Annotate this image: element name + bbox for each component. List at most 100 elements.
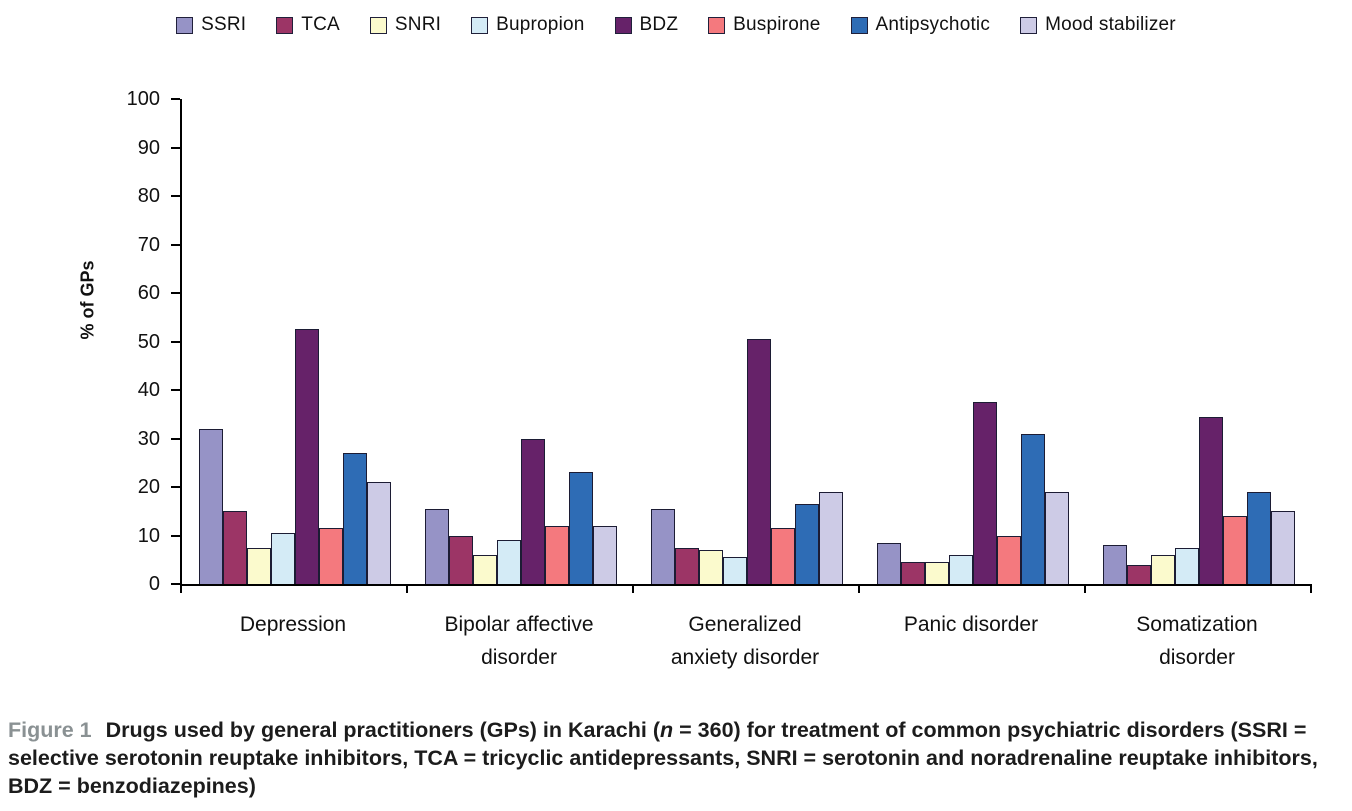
bar-ssri xyxy=(877,542,901,584)
bar-snri xyxy=(247,547,271,584)
bar-bupropion xyxy=(949,554,973,584)
y-axis-tick-label: 30 xyxy=(137,427,160,450)
bar-snri xyxy=(473,554,497,584)
x-axis-tick xyxy=(1310,584,1312,593)
bar-bdz xyxy=(295,329,319,584)
bar-group-bipolar-affective-disorder xyxy=(408,99,634,584)
x-axis-tick xyxy=(180,584,182,593)
bar-bupropion xyxy=(497,540,521,584)
bar-antipsychotic xyxy=(1247,491,1271,584)
x-axis-category-label-line: Panic disorder xyxy=(903,613,1039,636)
legend-label: BDZ xyxy=(639,14,679,35)
bar-antipsychotic xyxy=(1021,433,1045,584)
bar-ssri xyxy=(651,508,675,584)
bar-mood-stabilizer xyxy=(819,491,843,584)
legend-item-antipsychotic: Antipsychotic xyxy=(850,14,991,36)
x-axis-category-label-line: Depression xyxy=(239,613,347,636)
bar-group-generalized-anxiety-disorder xyxy=(634,99,860,584)
legend-swatch-icon xyxy=(176,16,194,34)
y-axis-tick xyxy=(171,243,180,246)
bar-bupropion xyxy=(723,557,747,584)
legend-label: Mood stabilizer xyxy=(1045,14,1176,35)
bar-snri xyxy=(1151,554,1175,584)
legend-item-ssri: SSRI xyxy=(176,14,246,36)
x-axis-category-label-line: Generalized xyxy=(688,613,802,636)
bar-bdz xyxy=(747,339,771,584)
y-axis-tick xyxy=(171,486,180,488)
legend-item-bupropion: Bupropion xyxy=(471,14,584,36)
x-axis-category-label: Depression xyxy=(180,608,406,641)
legend-item-snri: SNRI xyxy=(369,14,442,36)
x-axis-category-label-line: disorder xyxy=(481,646,557,669)
legend-label: TCA xyxy=(301,14,340,35)
legend-swatch-icon xyxy=(708,16,726,34)
bar-snri xyxy=(699,550,723,584)
y-axis-tick xyxy=(171,583,180,585)
legend-label: Buspirone xyxy=(733,14,821,35)
y-axis-tick xyxy=(171,534,180,537)
legend-item-mood-stabilizer: Mood stabilizer xyxy=(1020,14,1176,36)
figure-caption-text-1: Drugs used by general practitioners (GPs… xyxy=(105,718,661,742)
y-axis-tick xyxy=(171,389,180,391)
legend-swatch-icon xyxy=(614,16,632,34)
bar-mood-stabilizer xyxy=(367,482,391,584)
x-axis-tick xyxy=(1084,584,1086,593)
y-axis-tick-label: 80 xyxy=(137,185,160,207)
bar-antipsychotic xyxy=(569,472,593,584)
figure-caption-n: n xyxy=(660,718,674,742)
bar-group-somatization-disorder xyxy=(1086,99,1312,584)
bar-bdz xyxy=(973,402,997,584)
y-axis-tick-label: 100 xyxy=(126,88,160,110)
legend-item-buspirone: Buspirone xyxy=(708,14,820,36)
bar-group-panic-disorder xyxy=(860,99,1086,584)
x-axis-tick xyxy=(858,584,860,593)
legend-label: SSRI xyxy=(201,14,247,35)
bar-snri xyxy=(925,562,949,584)
y-axis-tick-label: 90 xyxy=(137,136,160,159)
legend-swatch-icon xyxy=(369,16,387,34)
legend-swatch-icon xyxy=(850,16,868,34)
bar-mood-stabilizer xyxy=(593,525,617,584)
x-axis-tick xyxy=(406,584,408,593)
legend-item-tca: TCA xyxy=(276,14,340,36)
legend-swatch-icon xyxy=(471,16,489,34)
x-axis-tick xyxy=(632,584,634,593)
bar-bdz xyxy=(521,438,545,584)
bar-bupropion xyxy=(1175,547,1199,584)
bar-group-depression xyxy=(182,99,408,584)
y-axis-tick xyxy=(171,292,180,294)
bar-ssri xyxy=(425,508,449,584)
bar-buspirone xyxy=(771,528,795,584)
bar-buspirone xyxy=(1223,516,1247,584)
bar-buspirone xyxy=(997,535,1021,584)
legend-label: Antipsychotic xyxy=(875,14,991,35)
bar-buspirone xyxy=(545,525,569,584)
figure-caption: Figure 1 Drugs used by general practition… xyxy=(8,716,1348,800)
y-axis-tick xyxy=(171,146,180,149)
y-axis-tick-label: 70 xyxy=(137,233,160,256)
x-axis-category-label-line: Bipolar affective xyxy=(444,613,594,636)
y-axis-tick-label: 50 xyxy=(137,330,160,353)
bar-mood-stabilizer xyxy=(1271,511,1295,584)
plot-area xyxy=(171,98,1312,593)
bar-buspirone xyxy=(319,528,343,584)
x-axis-category-label-line: Somatization xyxy=(1136,613,1258,636)
bar-tca xyxy=(1127,564,1151,584)
legend-item-bdz: BDZ xyxy=(614,14,679,36)
bar-tca xyxy=(901,562,925,584)
chart: SSRI TCA SNRI Bupropion BDZ Buspirone Antipsyc… xyxy=(0,14,1352,674)
legend-label: SNRI xyxy=(394,14,442,35)
legend: SSRI TCA SNRI Bupropion BDZ Buspirone Antipsyc… xyxy=(0,14,1352,36)
bar-tca xyxy=(223,511,247,584)
y-axis-tick xyxy=(171,340,180,343)
x-axis-category-label-line: anxiety disorder xyxy=(670,646,820,669)
bar-bupropion xyxy=(271,533,295,584)
bar-bdz xyxy=(1199,416,1223,584)
bar-ssri xyxy=(1103,545,1127,584)
y-axis-tick-label: 40 xyxy=(137,379,160,401)
y-axis-tick xyxy=(171,437,180,440)
x-axis-category-label: Bipolar affective disorder xyxy=(406,608,632,674)
bar-tca xyxy=(675,547,699,584)
bar-antipsychotic xyxy=(343,453,367,584)
